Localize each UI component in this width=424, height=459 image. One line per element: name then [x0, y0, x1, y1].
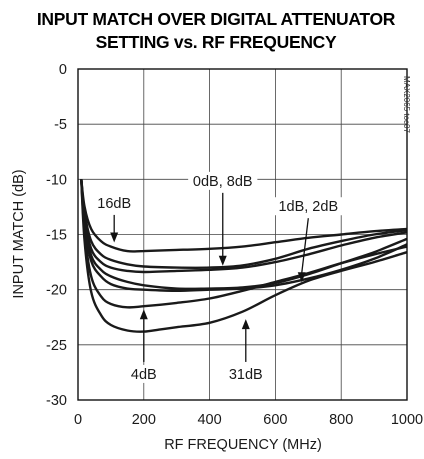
series-line-31db — [80, 179, 408, 333]
annotation-bg — [188, 171, 258, 190]
chart-title: INPUT MATCH OVER DIGITAL ATTENUATOR — [37, 9, 396, 29]
series-line-8db — [80, 179, 408, 274]
annotation-bg — [95, 193, 133, 212]
y-tick-labels: 0 -5 -10 -15 -20 -25 -30 — [46, 62, 67, 409]
plot-frame — [77, 68, 408, 401]
annotation-arrow-head — [139, 309, 148, 320]
x-tick-label: 200 — [132, 412, 156, 428]
y-tick-label: -25 — [46, 338, 67, 354]
annotation-bg — [273, 197, 343, 216]
grid — [77, 68, 408, 401]
x-tick-label: 600 — [263, 412, 287, 428]
annotation-label: 16dB — [97, 196, 131, 212]
y-tick-label: -5 — [54, 117, 67, 133]
annotation-label: 1dB, 2dB — [278, 199, 338, 215]
x-tick-label: 800 — [329, 412, 353, 428]
annotation-arrow-head — [110, 232, 119, 243]
annotation-bg — [226, 364, 265, 383]
annotation-label: 4dB — [131, 367, 157, 383]
annotation-arrow-head — [218, 255, 227, 266]
y-tick-label: -20 — [46, 283, 67, 299]
annotation-arrow-shaft — [301, 218, 309, 274]
annotation-arrow-head — [297, 272, 306, 283]
y-tick-label: -30 — [46, 393, 67, 409]
x-tick-label: 1000 — [391, 412, 423, 428]
y-tick-label: -10 — [46, 172, 67, 188]
x-axis-label: RF FREQUENCY (MHz) — [164, 437, 322, 453]
y-tick-label: 0 — [59, 62, 67, 78]
annotation-label: 0dB, 8dB — [193, 174, 253, 190]
watermark: MAX2065 toc07 — [402, 76, 411, 133]
series-lines — [80, 179, 408, 333]
annotation-arrow-head — [241, 319, 250, 330]
annotation-label: 31dB — [229, 367, 263, 383]
x-tick-label: 400 — [197, 412, 221, 428]
y-tick-label: -15 — [46, 228, 67, 244]
annotations: 16dB 0dB, 8dB 1dB, 2dB 4dB 31dB — [95, 171, 343, 383]
series-line-4db — [80, 179, 408, 309]
series-line-16db — [80, 179, 408, 253]
chart-subtitle: SETTING vs. RF FREQUENCY — [96, 32, 337, 52]
annotation-bg — [128, 364, 159, 383]
series-line-0db — [80, 179, 408, 270]
x-tick-labels: 0 200 400 600 800 1000 — [74, 412, 423, 428]
x-tick-label: 0 — [74, 412, 82, 428]
y-axis-label: INPUT MATCH (dB) — [11, 169, 27, 298]
